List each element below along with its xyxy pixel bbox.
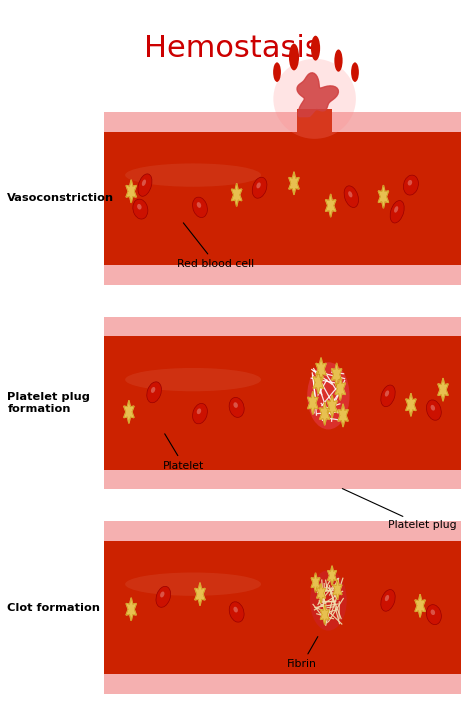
Ellipse shape	[381, 385, 395, 407]
Text: Clot formation: Clot formation	[8, 602, 100, 612]
Ellipse shape	[334, 49, 343, 72]
Ellipse shape	[252, 177, 267, 198]
FancyBboxPatch shape	[104, 541, 461, 674]
Polygon shape	[124, 400, 134, 424]
Text: Hemostasis: Hemostasis	[144, 34, 320, 63]
Polygon shape	[406, 393, 416, 417]
Ellipse shape	[233, 402, 238, 408]
Polygon shape	[326, 194, 336, 217]
FancyBboxPatch shape	[104, 265, 461, 285]
Ellipse shape	[427, 400, 441, 420]
Polygon shape	[308, 391, 318, 414]
Ellipse shape	[147, 382, 162, 403]
Polygon shape	[331, 363, 342, 386]
Ellipse shape	[273, 59, 356, 139]
Polygon shape	[231, 184, 242, 206]
Polygon shape	[338, 404, 348, 427]
Ellipse shape	[138, 174, 152, 196]
Polygon shape	[327, 395, 337, 418]
Ellipse shape	[233, 607, 238, 612]
Ellipse shape	[125, 368, 261, 391]
Ellipse shape	[137, 204, 142, 209]
Polygon shape	[126, 598, 137, 621]
FancyBboxPatch shape	[104, 470, 461, 489]
Ellipse shape	[408, 180, 412, 186]
Ellipse shape	[133, 199, 148, 219]
Ellipse shape	[348, 191, 353, 197]
Polygon shape	[415, 594, 425, 617]
Ellipse shape	[125, 572, 261, 596]
Text: Fibrin: Fibrin	[287, 637, 318, 669]
Polygon shape	[317, 584, 326, 603]
Ellipse shape	[192, 404, 208, 424]
FancyBboxPatch shape	[104, 112, 461, 132]
Ellipse shape	[197, 202, 201, 208]
Ellipse shape	[142, 179, 146, 186]
Polygon shape	[328, 566, 337, 585]
Ellipse shape	[229, 602, 244, 622]
Ellipse shape	[197, 409, 201, 414]
Ellipse shape	[311, 36, 320, 60]
Ellipse shape	[351, 62, 359, 82]
Polygon shape	[316, 358, 326, 381]
FancyBboxPatch shape	[104, 674, 461, 694]
FancyBboxPatch shape	[104, 317, 461, 336]
Ellipse shape	[256, 182, 261, 189]
Text: Red blood cell: Red blood cell	[177, 223, 254, 269]
Polygon shape	[195, 583, 205, 606]
Ellipse shape	[273, 62, 281, 82]
Polygon shape	[319, 402, 330, 425]
Polygon shape	[438, 378, 448, 402]
Ellipse shape	[125, 163, 261, 186]
Polygon shape	[313, 371, 323, 394]
Polygon shape	[320, 605, 329, 625]
Polygon shape	[335, 377, 346, 400]
Ellipse shape	[390, 201, 404, 223]
Ellipse shape	[394, 206, 398, 213]
Ellipse shape	[307, 362, 349, 429]
FancyBboxPatch shape	[104, 132, 461, 265]
Ellipse shape	[192, 197, 208, 217]
FancyBboxPatch shape	[104, 521, 461, 541]
Ellipse shape	[430, 405, 435, 411]
Text: Vasoconstriction: Vasoconstriction	[8, 194, 115, 204]
Text: Platelet plug: Platelet plug	[342, 488, 456, 531]
Ellipse shape	[381, 589, 395, 611]
Ellipse shape	[156, 587, 171, 607]
Text: Platelet plug
formation: Platelet plug formation	[8, 392, 90, 414]
FancyBboxPatch shape	[297, 108, 332, 133]
Ellipse shape	[426, 604, 441, 625]
FancyBboxPatch shape	[104, 336, 461, 470]
Ellipse shape	[229, 397, 244, 417]
Polygon shape	[289, 172, 299, 195]
Polygon shape	[126, 180, 137, 203]
Ellipse shape	[403, 175, 419, 195]
Ellipse shape	[289, 44, 299, 70]
Ellipse shape	[160, 592, 164, 597]
Text: Platelet: Platelet	[163, 434, 205, 471]
Ellipse shape	[344, 186, 358, 207]
Ellipse shape	[430, 609, 435, 615]
Ellipse shape	[151, 387, 155, 393]
Ellipse shape	[385, 390, 389, 397]
Polygon shape	[333, 580, 342, 599]
Polygon shape	[311, 573, 320, 592]
Polygon shape	[378, 185, 389, 208]
Ellipse shape	[310, 570, 346, 631]
Polygon shape	[297, 73, 338, 117]
Ellipse shape	[385, 595, 389, 601]
